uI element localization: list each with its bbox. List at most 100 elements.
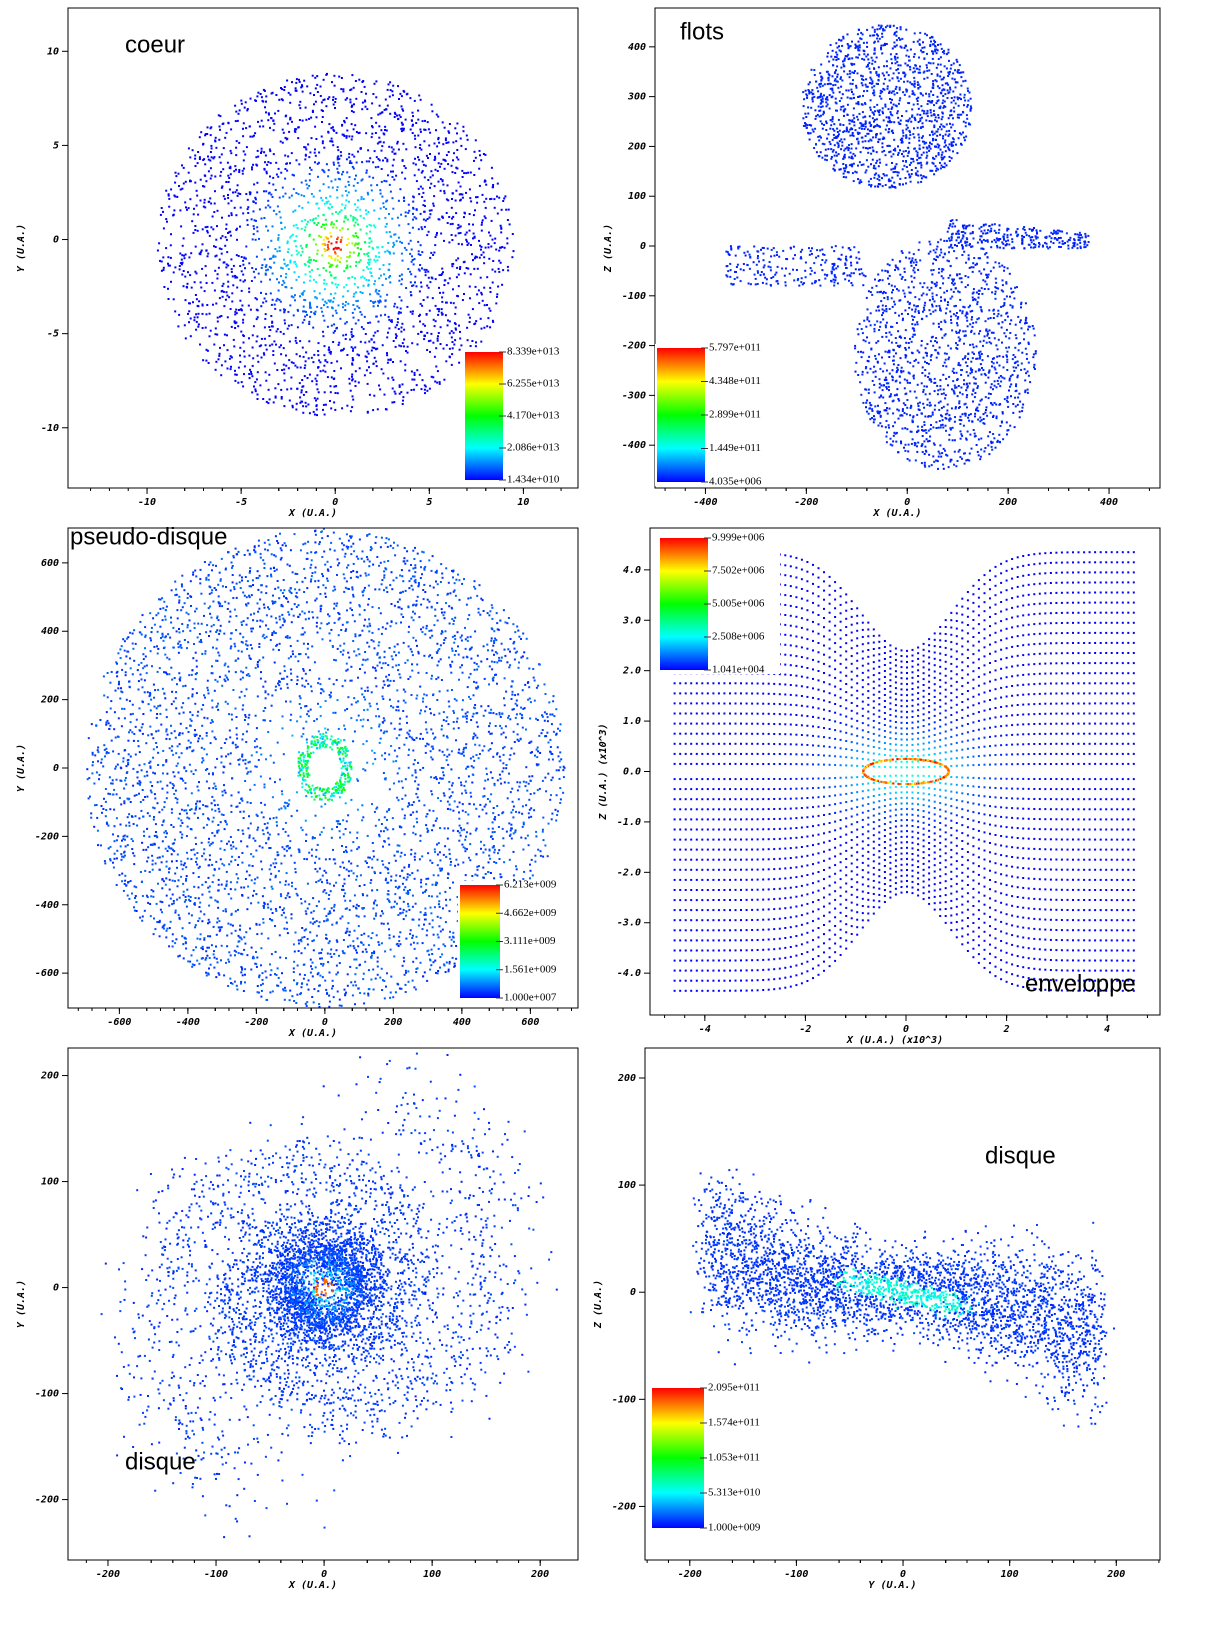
particle — [846, 113, 849, 116]
particle — [469, 273, 472, 276]
particle — [393, 243, 396, 246]
particle — [379, 314, 382, 317]
particle — [497, 267, 500, 270]
particle — [936, 74, 939, 77]
particle — [358, 252, 360, 255]
particle — [474, 209, 476, 212]
particle — [379, 192, 382, 195]
particle — [298, 80, 301, 83]
particle — [925, 431, 928, 434]
particle — [162, 210, 164, 213]
particle — [958, 400, 961, 403]
particle — [873, 85, 876, 88]
particle — [909, 175, 912, 178]
particle — [426, 296, 429, 299]
particle — [396, 317, 399, 320]
particle — [876, 291, 879, 294]
particle — [243, 106, 246, 109]
particle — [969, 232, 972, 235]
particle — [308, 270, 311, 273]
particle — [962, 225, 964, 228]
particle — [318, 234, 321, 237]
particle — [376, 408, 379, 411]
particle — [953, 110, 956, 113]
particle — [495, 248, 498, 251]
particle — [399, 307, 402, 310]
particle — [392, 158, 395, 161]
particle — [291, 81, 293, 84]
particle — [376, 259, 379, 262]
particle — [831, 120, 834, 123]
particle — [908, 257, 911, 260]
particle — [468, 321, 471, 323]
particle — [402, 127, 405, 130]
particle — [254, 238, 257, 241]
particle — [368, 261, 371, 264]
particle — [925, 119, 928, 122]
particle — [417, 156, 419, 159]
particle — [209, 329, 212, 332]
particle — [312, 238, 315, 241]
particle — [273, 340, 276, 343]
particle — [330, 257, 333, 259]
particle — [389, 190, 392, 193]
particle — [895, 30, 898, 33]
particle — [308, 259, 311, 262]
particle — [412, 200, 415, 203]
particle — [928, 144, 931, 147]
particle — [841, 79, 844, 82]
particle — [276, 278, 278, 281]
particle — [272, 354, 275, 356]
particle — [167, 262, 169, 265]
particle — [997, 382, 1000, 385]
particle — [880, 26, 882, 29]
particle — [799, 257, 802, 260]
particle — [426, 284, 429, 287]
particle — [875, 172, 878, 175]
particle — [378, 251, 381, 254]
particle — [952, 283, 955, 286]
particle — [410, 370, 413, 373]
particle — [338, 157, 341, 160]
particle — [393, 111, 396, 114]
particle — [983, 372, 986, 375]
particle — [982, 224, 985, 227]
particle — [427, 286, 430, 289]
particle — [226, 367, 229, 370]
particle — [412, 115, 414, 118]
particle — [335, 211, 337, 214]
particle — [934, 145, 936, 148]
particle — [962, 235, 965, 238]
particle — [298, 119, 301, 121]
particle — [951, 439, 954, 442]
particle — [970, 360, 973, 363]
particle — [308, 412, 311, 415]
particle — [225, 263, 228, 266]
particle — [184, 275, 187, 278]
particle — [216, 320, 219, 323]
particle — [452, 215, 455, 218]
particle — [831, 118, 834, 120]
particle — [1024, 321, 1027, 324]
particle — [492, 320, 495, 323]
particle — [361, 292, 364, 294]
particle — [860, 82, 863, 85]
particle — [823, 143, 826, 146]
particle — [244, 101, 247, 104]
particle — [284, 226, 286, 229]
particle — [887, 131, 890, 134]
particle — [360, 91, 363, 93]
particle — [254, 388, 257, 391]
particle — [291, 173, 294, 176]
particle — [1038, 243, 1041, 246]
particle — [401, 127, 404, 130]
particle — [437, 313, 440, 316]
particle — [837, 133, 840, 136]
particle — [280, 171, 283, 174]
particle — [984, 239, 987, 242]
particle — [408, 231, 411, 234]
particle — [226, 349, 229, 352]
particle — [304, 146, 307, 149]
particle — [903, 93, 906, 96]
particle — [267, 388, 270, 391]
